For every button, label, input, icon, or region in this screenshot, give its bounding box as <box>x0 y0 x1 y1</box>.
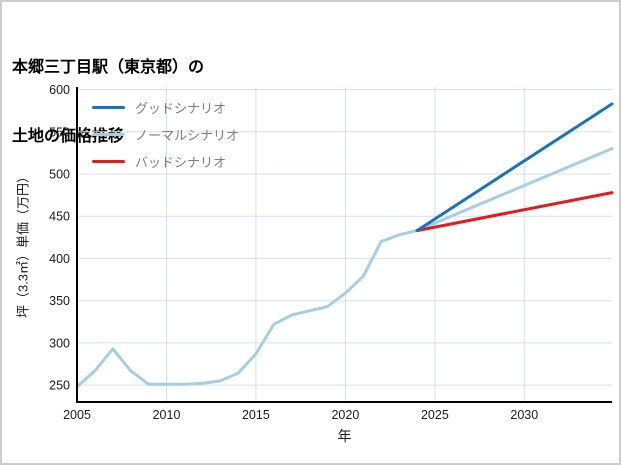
x-axis-label: 年 <box>337 428 352 444</box>
legend-label-good-scenario: グッドシナリオ <box>135 101 227 116</box>
y-axis-label: 坪（3.3㎡）単価（万円） <box>15 169 31 319</box>
x-tick-label: 2005 <box>63 408 91 422</box>
legend-item-normal-scenario: ノーマルシナリオ <box>92 121 239 148</box>
legend-line-normal-scenario <box>92 133 125 136</box>
y-tick-label: 350 <box>49 294 70 308</box>
legend: グッドシナリオ ノーマルシナリオ バッドシナリオ <box>92 94 239 175</box>
legend-label-normal-scenario: ノーマルシナリオ <box>135 128 240 143</box>
legend-label-bad-scenario: バッドシナリオ <box>135 155 227 170</box>
series-line-bad-scenario <box>415 191 614 233</box>
x-tick-label: 2030 <box>510 408 538 422</box>
y-tick-label: 300 <box>49 336 70 350</box>
chart-title-line1: 本郷三丁目駅（東京都）の <box>12 59 205 76</box>
x-tick-label: 2020 <box>331 408 359 422</box>
legend-line-good-scenario <box>92 106 125 109</box>
y-tick-label: 500 <box>49 168 70 182</box>
x-tick-label: 2010 <box>153 408 181 422</box>
x-tick-label: 2015 <box>242 408 270 422</box>
y-tick-label: 550 <box>49 125 70 139</box>
y-tick-label: 600 <box>49 83 70 97</box>
x-tick-label: 2025 <box>421 408 449 422</box>
y-tick-label: 450 <box>49 210 70 224</box>
y-tick-label: 400 <box>49 252 70 266</box>
y-tick-label: 250 <box>49 379 70 393</box>
series-line-normal-scenario <box>75 147 614 389</box>
legend-line-bad-scenario <box>92 160 125 163</box>
legend-item-good-scenario: グッドシナリオ <box>92 94 239 121</box>
legend-item-bad-scenario: バッドシナリオ <box>92 148 239 175</box>
series-line-good-scenario <box>415 102 614 233</box>
